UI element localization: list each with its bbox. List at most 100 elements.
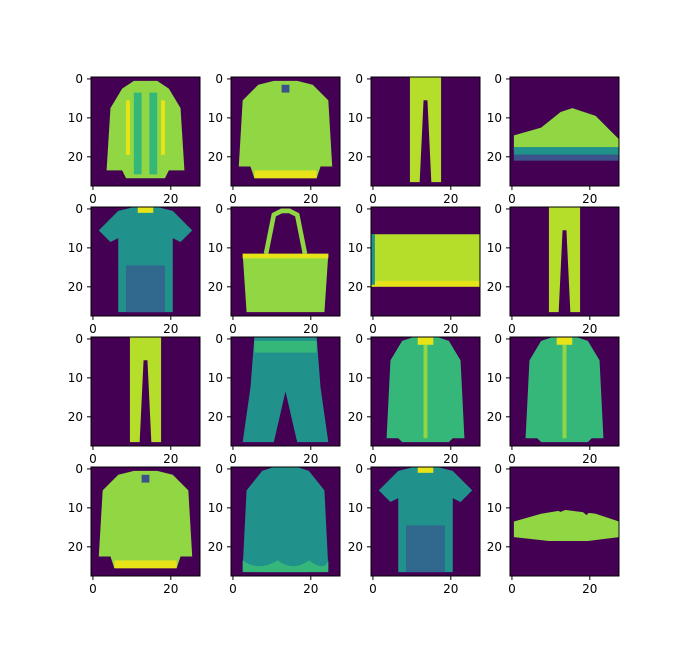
item-detail [406, 525, 445, 573]
y-tick-label: 10 [208, 371, 223, 385]
y-tick-label: 10 [208, 501, 223, 515]
item-detail [126, 100, 130, 155]
subplot: 0 10 20 0 20 [68, 202, 201, 336]
axes-frame [90, 466, 201, 577]
item-image [242, 337, 329, 443]
y-tick-label: 10 [487, 501, 502, 515]
x-tick-label: 0 [229, 582, 237, 596]
item-detail [423, 344, 428, 439]
item-image [98, 207, 193, 313]
item-image [513, 108, 619, 161]
item-image [242, 208, 329, 313]
item-image [238, 80, 333, 179]
x-tick-label: 0 [508, 582, 516, 596]
axes-frame [230, 206, 341, 317]
axes-frame [509, 336, 620, 447]
x-tick-label: 0 [229, 192, 237, 206]
axes-frame [90, 336, 201, 447]
x-tick-label: 20 [163, 452, 178, 466]
y-tick-label: 0 [215, 72, 223, 86]
x-tick-label: 20 [303, 452, 318, 466]
y-tick-label: 10 [68, 371, 83, 385]
subplot: 0 10 20 0 20 [487, 332, 620, 466]
item-detail [417, 337, 434, 345]
item-shape [238, 80, 333, 179]
item-shape [98, 470, 193, 569]
subplot: 0 10 20 0 20 [348, 332, 481, 466]
x-tick-label: 20 [163, 192, 178, 206]
subplot: 0 10 20 0 20 [68, 72, 201, 206]
x-tick-label: 0 [89, 322, 97, 336]
axes-frame [230, 466, 341, 577]
y-tick-label: 0 [355, 462, 363, 476]
subplot: 0 10 20 0 20 [208, 332, 341, 466]
item-detail [371, 234, 375, 285]
y-tick-label: 20 [68, 280, 83, 294]
x-tick-label: 20 [163, 322, 178, 336]
x-tick-label: 20 [303, 322, 318, 336]
y-tick-label: 0 [75, 72, 83, 86]
y-tick-label: 0 [355, 72, 363, 86]
subplot: 0 10 20 0 20 [348, 202, 481, 336]
x-tick-label: 20 [443, 322, 458, 336]
x-tick-label: 20 [582, 452, 597, 466]
axes-frame [90, 76, 201, 187]
item-image [242, 467, 329, 573]
x-tick-label: 0 [89, 582, 97, 596]
item-detail [137, 207, 154, 213]
axes-frame [370, 206, 481, 317]
item-shape [242, 467, 329, 573]
y-tick-label: 20 [208, 280, 223, 294]
item-detail [242, 253, 329, 259]
x-tick-label: 20 [582, 192, 597, 206]
x-tick-label: 0 [89, 452, 97, 466]
item-image [129, 337, 162, 443]
item-detail [242, 560, 329, 573]
subplot: 0 10 20 0 20 [348, 462, 481, 596]
y-tick-label: 0 [355, 202, 363, 216]
y-tick-label: 20 [487, 150, 502, 164]
subplot: 0 10 20 0 20 [487, 72, 620, 206]
item-detail [126, 265, 165, 313]
y-tick-label: 0 [494, 202, 502, 216]
y-tick-label: 20 [208, 410, 223, 424]
y-tick-label: 10 [348, 501, 363, 515]
axes-frame [370, 336, 481, 447]
x-tick-label: 0 [229, 452, 237, 466]
item-shape [513, 108, 619, 151]
item-image [548, 207, 581, 313]
y-tick-label: 10 [487, 111, 502, 125]
item-detail [114, 560, 177, 569]
item-shape [242, 253, 329, 313]
x-tick-label: 20 [303, 192, 318, 206]
item-shape [242, 337, 329, 443]
x-tick-label: 0 [369, 452, 377, 466]
subplot: 0 10 20 0 20 [68, 462, 201, 596]
item-detail [531, 504, 590, 516]
item-detail [141, 474, 150, 483]
x-tick-label: 20 [582, 322, 597, 336]
item-image [371, 234, 480, 287]
y-tick-label: 20 [68, 540, 83, 554]
item-shape [378, 467, 473, 573]
y-tick-label: 0 [75, 462, 83, 476]
item-shape [409, 77, 442, 183]
item-shape [371, 234, 480, 285]
x-tick-label: 0 [508, 192, 516, 206]
y-tick-label: 20 [348, 540, 363, 554]
item-shape [106, 80, 185, 179]
axes-frame [90, 206, 201, 317]
y-tick-label: 0 [215, 462, 223, 476]
y-tick-label: 0 [75, 202, 83, 216]
y-tick-label: 10 [208, 241, 223, 255]
item-detail [254, 340, 317, 353]
item-shape [513, 509, 619, 541]
x-tick-label: 0 [229, 322, 237, 336]
subplot: 0 10 20 0 20 [208, 202, 341, 336]
item-detail [143, 360, 148, 443]
y-tick-label: 0 [75, 332, 83, 346]
y-tick-label: 20 [68, 150, 83, 164]
x-tick-label: 20 [582, 582, 597, 596]
y-tick-label: 20 [348, 410, 363, 424]
